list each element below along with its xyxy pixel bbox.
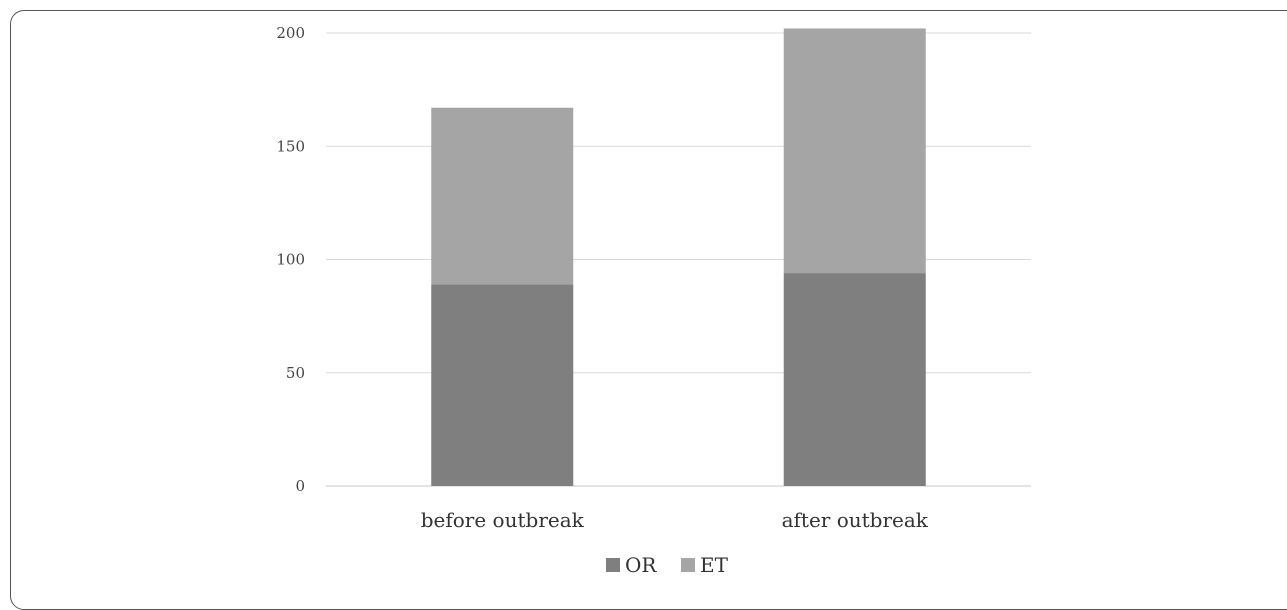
x-axis-categories: before outbreak after outbreak [421,508,929,532]
legend-swatch-et [681,558,695,572]
legend: OR ET [606,553,729,573]
stacked-bar-chart: 0 50 100 150 200 before outbreak after outbre… [0,0,1287,573]
y-tick-label: 200 [276,24,305,42]
bar-et-1 [784,28,926,273]
legend-label-et: ET [700,553,729,573]
y-tick-label: 100 [276,251,305,269]
bars [431,28,926,486]
bar-or-1 [784,273,926,486]
legend-swatch-or [606,558,620,572]
y-axis-ticks: 0 50 100 150 200 [276,24,305,495]
y-tick-label: 150 [276,137,305,155]
legend-label-or: OR [625,553,657,573]
x-category-label: after outbreak [782,508,929,532]
bar-or-0 [431,284,573,486]
y-tick-label: 0 [295,477,305,495]
y-tick-label: 50 [286,364,305,382]
x-category-label: before outbreak [421,508,585,532]
bar-et-0 [431,108,573,285]
